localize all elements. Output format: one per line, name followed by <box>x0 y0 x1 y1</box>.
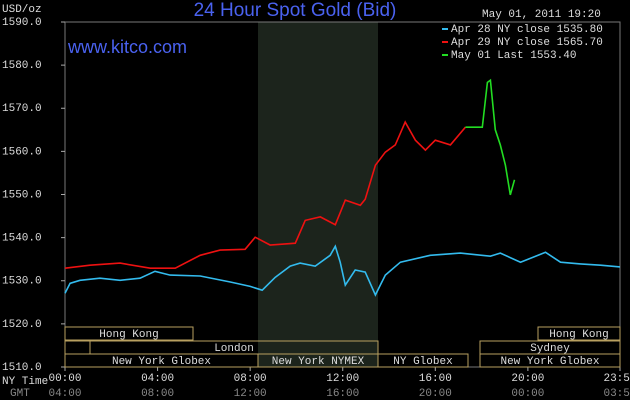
session-shade <box>258 22 378 367</box>
gmt-tick-label: 04:00 <box>48 388 81 400</box>
legend-label: May 01 Last 1553.40 <box>451 50 576 62</box>
session-label: NY Globex <box>393 356 453 368</box>
x-tick-label: 00:00 <box>48 373 81 385</box>
source: www.kitco.com <box>67 37 187 57</box>
y-tick-label: 1580.0 <box>2 60 42 72</box>
y-tick-label: 1590.0 <box>2 17 42 29</box>
y-axis-label: USD/oz <box>2 4 42 16</box>
series-line <box>64 244 621 297</box>
legend-label: Apr 29 NY close 1565.70 <box>451 37 603 49</box>
y-tick-label: 1540.0 <box>2 233 42 245</box>
session-label: New York NYMEX <box>272 356 365 368</box>
y-tick-label: 1550.0 <box>2 189 42 201</box>
y-tick-label: 1530.0 <box>2 276 42 288</box>
timestamp: May 01, 2011 19:20 <box>482 9 601 21</box>
session-label: Hong Kong <box>549 329 608 341</box>
y-tick-label: 1510.0 <box>2 362 42 374</box>
session-box <box>479 353 621 368</box>
session-label: New York Globex <box>500 356 599 368</box>
gmt-tick-label: 20:00 <box>419 388 452 400</box>
x2-axis-label: GMT <box>10 388 30 400</box>
x-tick-label: 04:00 <box>141 373 174 385</box>
gmt-tick-label: 03:59 <box>603 388 630 400</box>
legend-label: Apr 28 NY close 1535.80 <box>451 24 603 36</box>
x-tick-label: 12:00 <box>326 373 359 385</box>
gmt-tick-label: 12:00 <box>234 388 267 400</box>
gmt-tick-label: 00:00 <box>511 388 544 400</box>
x-tick-label: 20:00 <box>511 373 544 385</box>
y-tick-label: 1570.0 <box>2 103 42 115</box>
y-tick-label: 1560.0 <box>2 146 42 158</box>
chart-title: 24 Hour Spot Gold (Bid) <box>194 0 397 21</box>
y-tick-label: 1520.0 <box>2 319 42 331</box>
x-tick-label: 08:00 <box>234 373 267 385</box>
session-box <box>64 326 194 341</box>
session-box <box>537 326 621 341</box>
session-box <box>377 353 469 368</box>
session-label: New York Globex <box>112 356 211 368</box>
gmt-tick-label: 08:00 <box>141 388 174 400</box>
session-label: Sydney <box>530 343 570 355</box>
series-line <box>465 78 516 196</box>
series-line <box>64 120 467 269</box>
session-label: Hong Kong <box>99 329 158 341</box>
x-tick-label: 23:59 <box>603 373 630 385</box>
x-tick-label: 16:00 <box>419 373 452 385</box>
session-label: London <box>214 343 254 355</box>
gmt-tick-label: 16:00 <box>326 388 359 400</box>
x-axis-label: NY Time <box>2 376 48 388</box>
